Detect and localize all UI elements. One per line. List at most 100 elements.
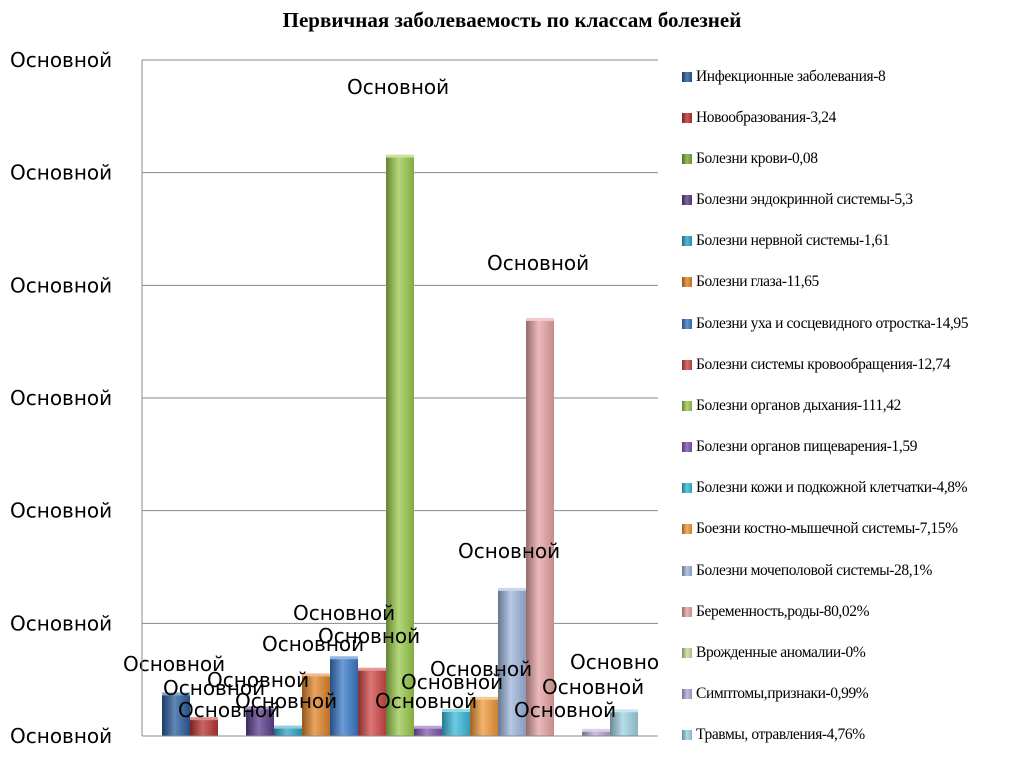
bar-1	[162, 694, 190, 736]
data-label: Основной	[207, 668, 309, 692]
bars	[162, 154, 638, 737]
bar-chart-plot: ОсновнойОсновнойОсновнойОсновнойОсновной…	[10, 48, 660, 748]
legend-item: Врожденные аномалии-0%	[662, 632, 1024, 673]
bar-10	[414, 727, 442, 736]
bar-17	[610, 711, 638, 736]
legend-item: Беременность,роды-80,02%	[662, 591, 1024, 632]
y-tick-label: Основной	[10, 48, 112, 72]
legend-label: Беременность,роды-80,02%	[696, 602, 870, 620]
bar-16	[582, 730, 610, 736]
legend-item: Болезни уха и сосцевидного отростка-14,9…	[662, 303, 1024, 344]
bar-2	[190, 719, 218, 736]
legend-item: Симптомы,признаки-0,99%	[662, 674, 1024, 715]
legend-swatch	[682, 524, 692, 535]
y-tick-label: Основной	[10, 161, 112, 185]
legend-label: Болезни органов пищеварения-1,59	[696, 438, 918, 456]
legend-label: Болезни органов дыхания-111,42	[696, 396, 901, 414]
bar-8	[358, 669, 386, 736]
bar-top-13	[498, 587, 526, 591]
legend-item: Травмы, отравления-4,76%	[662, 715, 1024, 756]
legend-item: Болезни эндокринной системы-5,3	[662, 180, 1024, 221]
bar-top-16	[582, 728, 610, 732]
legend-item: Болезни органов дыхания-111,42	[662, 385, 1024, 426]
bar-top-5	[274, 725, 302, 729]
bar-12	[470, 698, 498, 736]
y-tick-label: Основной	[10, 499, 112, 523]
legend-label: Болезни мочеполовой системы-28,1%	[696, 561, 933, 579]
data-label: Основной	[487, 251, 589, 275]
bar-top-14	[526, 317, 554, 321]
legend-swatch	[682, 153, 692, 164]
data-label: Основной	[318, 624, 420, 648]
legend-swatch	[682, 71, 692, 82]
data-label: Основной	[542, 675, 644, 699]
data-label: Основной	[347, 75, 449, 99]
chart-title: Первичная заболеваемость по классам боле…	[282, 8, 742, 32]
legend-swatch	[682, 359, 692, 370]
legend-label: Боезни костно-мышечной системы-7,15%	[696, 520, 958, 538]
bar-top-2	[190, 717, 218, 721]
legend-swatch	[682, 318, 692, 329]
legend-item: Болезни мочеполовой системы-28,1%	[662, 550, 1024, 591]
bar-top-4	[246, 706, 274, 710]
legend-label: Травмы, отравления-4,76%	[696, 726, 865, 744]
legend-item: Болезни системы кровообращения-12,74	[662, 344, 1024, 385]
data-label: Основной	[375, 689, 477, 713]
legend-label: Болезни кожи и подкожной клетчатки-4,8%	[696, 479, 968, 497]
data-label: Основной	[235, 689, 337, 713]
legend-item: Болезни нервной системы-1,61	[662, 221, 1024, 262]
y-tick-label: Основной	[10, 386, 112, 410]
legend-label: Симптомы,признаки-0,99%	[696, 685, 869, 703]
legend-label: Болезни глаза-11,65	[696, 273, 819, 291]
legend-item: Новообразования-3,24	[662, 97, 1024, 138]
legend-swatch	[682, 400, 692, 411]
bar-top-6	[302, 673, 330, 677]
y-tick-label: Основной	[10, 273, 112, 297]
bar-top-9	[386, 154, 414, 158]
legend-swatch	[682, 195, 692, 206]
legend-label: Болезни крови-0,08	[696, 149, 818, 167]
legend-item: Боезни костно-мышечной системы-7,15%	[662, 509, 1024, 550]
legend-swatch	[682, 647, 692, 658]
bar-5	[274, 727, 302, 736]
bar-9	[386, 156, 414, 737]
data-label: Основной	[458, 539, 560, 563]
bar-top-12	[470, 696, 498, 700]
legend-swatch	[682, 112, 692, 123]
data-label: Основной	[430, 657, 532, 681]
legend-label: Новообразования-3,24	[696, 108, 836, 126]
data-label: Основной	[123, 652, 225, 676]
bar-4	[246, 708, 274, 736]
bar-top-8	[358, 667, 386, 671]
legend-swatch	[682, 689, 692, 700]
legend-swatch	[682, 565, 692, 576]
legend-swatch	[682, 442, 692, 453]
bar-top-10	[414, 725, 442, 729]
bar-7	[330, 658, 358, 736]
legend-swatch	[682, 606, 692, 617]
y-tick-label: Основной	[10, 724, 112, 748]
legend-label: Болезни системы кровообращения-12,74	[696, 355, 951, 373]
data-label: Основной	[178, 698, 280, 722]
data-label: Основной	[163, 676, 265, 700]
bar-14	[526, 319, 554, 736]
legend: Инфекционные заболевания-8 Новообразовани…	[662, 56, 1024, 756]
y-tick-label: Основной	[10, 611, 112, 635]
bar-top-7	[330, 656, 358, 660]
y-axis-tick-labels: Основной Основной Основной Основной Основной…	[10, 48, 112, 748]
legend-item: Инфекционные заболевания-8	[662, 56, 1024, 97]
bar-6	[302, 675, 330, 736]
legend-item: Болезни крови-0,08	[662, 138, 1024, 179]
bar-13	[498, 589, 526, 736]
bar-top-17	[610, 709, 638, 713]
legend-label: Болезни уха и сосцевидного отростка-14,9…	[696, 314, 969, 332]
legend-item: Болезни глаза-11,65	[662, 262, 1024, 303]
legend-swatch	[682, 236, 692, 247]
data-label: Основной	[262, 632, 364, 656]
bar-top-11	[442, 709, 470, 713]
legend-label: Болезни нервной системы-1,61	[696, 232, 890, 250]
legend-item: Болезни органов пищеварения-1,59	[662, 427, 1024, 468]
legend-swatch	[682, 483, 692, 494]
data-labels: ОсновнойОсновнойОсновнойОсновнойОсновной…	[123, 75, 660, 722]
legend-label: Инфекционные заболевания-8	[696, 67, 886, 85]
